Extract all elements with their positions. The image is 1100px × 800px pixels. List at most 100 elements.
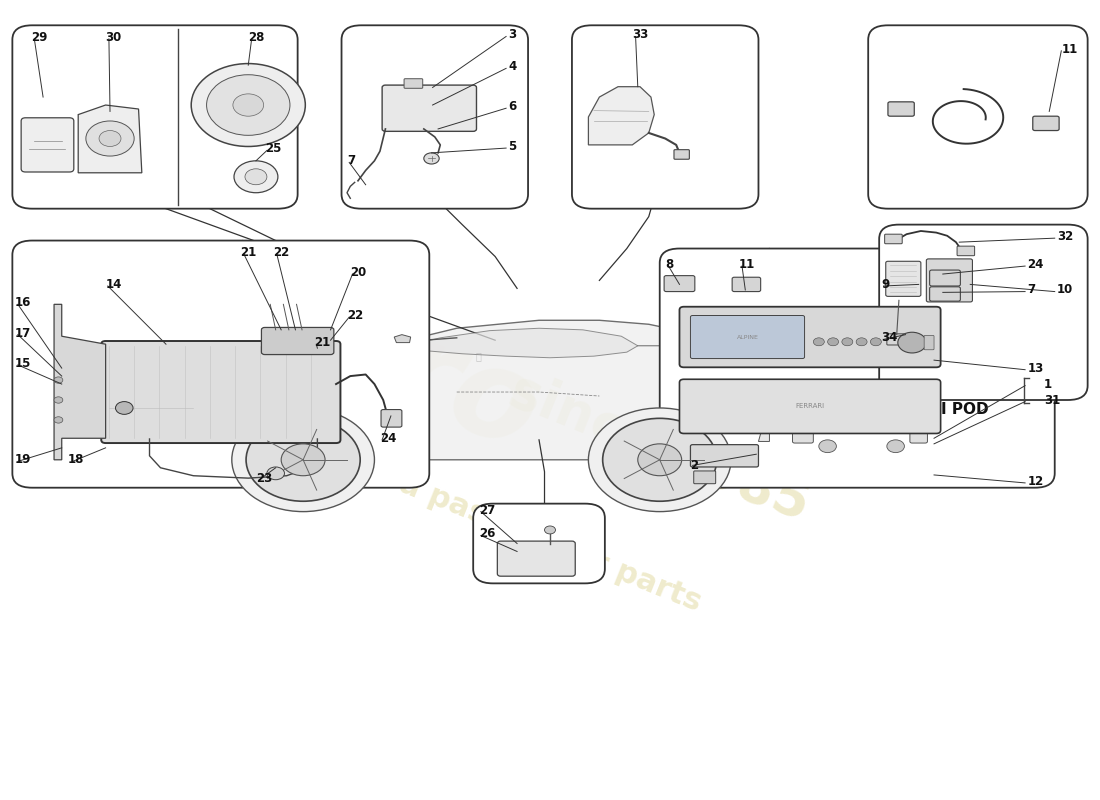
- Text: 5: 5: [508, 140, 517, 153]
- Text: 6: 6: [508, 100, 517, 113]
- Text: 12: 12: [1027, 475, 1044, 488]
- Circle shape: [282, 444, 326, 476]
- Polygon shape: [385, 328, 638, 358]
- Text: 34: 34: [881, 331, 898, 344]
- Text: 28: 28: [249, 30, 265, 44]
- Polygon shape: [205, 320, 769, 460]
- Polygon shape: [394, 334, 410, 342]
- Text: 11: 11: [1062, 42, 1078, 56]
- Text: 23: 23: [256, 472, 272, 485]
- FancyBboxPatch shape: [691, 445, 759, 467]
- FancyBboxPatch shape: [884, 234, 902, 244]
- Polygon shape: [791, 394, 923, 448]
- FancyBboxPatch shape: [381, 410, 402, 427]
- Text: 27: 27: [478, 503, 495, 517]
- Circle shape: [813, 338, 824, 346]
- Text: 26: 26: [478, 527, 495, 541]
- Circle shape: [424, 153, 439, 164]
- FancyBboxPatch shape: [733, 278, 761, 291]
- Text: 7: 7: [1027, 283, 1035, 297]
- Text: 9: 9: [881, 278, 890, 291]
- Polygon shape: [78, 105, 142, 173]
- FancyBboxPatch shape: [886, 262, 921, 296]
- Circle shape: [54, 397, 63, 403]
- Polygon shape: [759, 434, 769, 442]
- Circle shape: [588, 408, 732, 512]
- FancyBboxPatch shape: [868, 26, 1088, 209]
- Text: 17: 17: [14, 326, 31, 339]
- Text: 19: 19: [14, 454, 31, 466]
- Circle shape: [116, 402, 133, 414]
- FancyBboxPatch shape: [930, 286, 960, 301]
- FancyBboxPatch shape: [792, 420, 813, 443]
- Text: 14: 14: [106, 278, 122, 291]
- Circle shape: [245, 169, 267, 185]
- Text: 3: 3: [508, 28, 516, 42]
- Circle shape: [856, 338, 867, 346]
- Circle shape: [887, 440, 904, 453]
- Circle shape: [191, 63, 306, 146]
- FancyBboxPatch shape: [12, 26, 298, 209]
- FancyBboxPatch shape: [497, 541, 575, 576]
- Circle shape: [544, 526, 556, 534]
- Polygon shape: [212, 430, 234, 440]
- FancyBboxPatch shape: [691, 315, 804, 358]
- FancyBboxPatch shape: [341, 26, 528, 209]
- FancyBboxPatch shape: [957, 246, 975, 256]
- FancyBboxPatch shape: [1033, 116, 1059, 130]
- Text: I POD: I POD: [940, 402, 989, 417]
- Text: 33: 33: [632, 28, 649, 42]
- Text: 25: 25: [265, 142, 282, 155]
- Text: 32: 32: [1057, 230, 1074, 243]
- Circle shape: [827, 338, 838, 346]
- Circle shape: [267, 467, 285, 480]
- FancyBboxPatch shape: [21, 118, 74, 172]
- FancyBboxPatch shape: [680, 379, 940, 434]
- Circle shape: [638, 444, 682, 476]
- Text: since 1985: since 1985: [502, 364, 817, 532]
- Text: 1: 1: [1044, 378, 1052, 390]
- Circle shape: [246, 418, 360, 502]
- Circle shape: [86, 121, 134, 156]
- Circle shape: [233, 94, 264, 116]
- Text: 13: 13: [1027, 362, 1044, 374]
- Text: ALPINE: ALPINE: [737, 334, 758, 339]
- Circle shape: [898, 332, 926, 353]
- FancyBboxPatch shape: [910, 420, 927, 443]
- Text: 16: 16: [14, 296, 31, 310]
- Circle shape: [232, 408, 374, 512]
- Text: 30: 30: [106, 30, 122, 44]
- FancyBboxPatch shape: [930, 270, 960, 286]
- FancyBboxPatch shape: [660, 249, 1055, 488]
- Circle shape: [603, 418, 717, 502]
- FancyBboxPatch shape: [664, 276, 695, 291]
- Circle shape: [54, 377, 63, 383]
- Text: 22: 22: [274, 246, 289, 259]
- FancyBboxPatch shape: [262, 327, 333, 354]
- FancyBboxPatch shape: [12, 241, 429, 488]
- FancyBboxPatch shape: [101, 341, 340, 443]
- FancyBboxPatch shape: [887, 334, 906, 345]
- Circle shape: [842, 338, 852, 346]
- Text: 4: 4: [508, 60, 517, 74]
- Circle shape: [207, 74, 290, 135]
- Text: 8: 8: [666, 258, 673, 271]
- Text: 21: 21: [241, 246, 256, 259]
- FancyBboxPatch shape: [924, 335, 934, 350]
- FancyBboxPatch shape: [473, 504, 605, 583]
- Polygon shape: [588, 86, 654, 145]
- Circle shape: [99, 130, 121, 146]
- Text: 11: 11: [739, 258, 755, 271]
- FancyBboxPatch shape: [879, 225, 1088, 400]
- FancyBboxPatch shape: [404, 78, 422, 88]
- Text: 15: 15: [14, 357, 31, 370]
- FancyBboxPatch shape: [674, 150, 690, 159]
- FancyBboxPatch shape: [572, 26, 759, 209]
- Text: 29: 29: [31, 30, 47, 44]
- Text: 31: 31: [1044, 394, 1060, 406]
- FancyBboxPatch shape: [926, 259, 972, 302]
- Text: 22: 22: [346, 309, 363, 322]
- Text: 18: 18: [67, 454, 84, 466]
- Text: 20: 20: [350, 266, 366, 279]
- Circle shape: [870, 338, 881, 346]
